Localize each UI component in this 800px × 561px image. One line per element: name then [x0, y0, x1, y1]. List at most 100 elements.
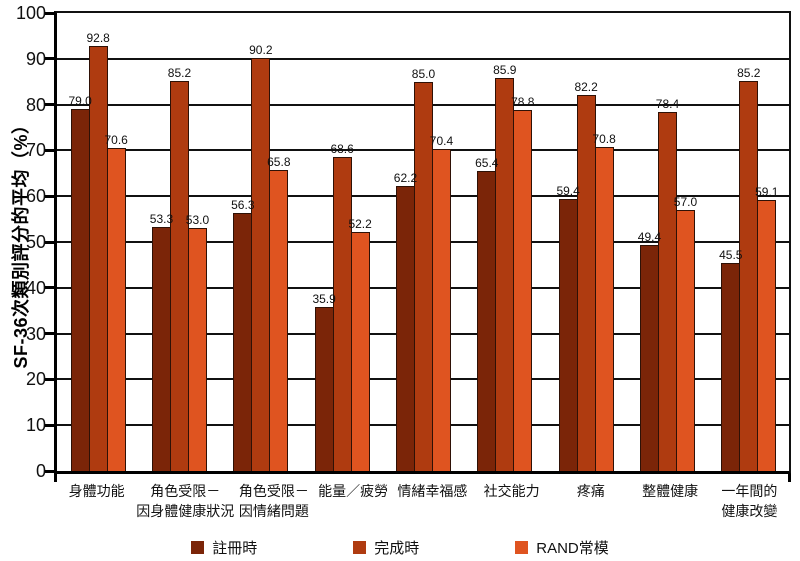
x-category-label: 整體健康 [642, 483, 699, 499]
bar-value-label: 70.8 [592, 131, 616, 146]
bar: 65.8 [267, 156, 290, 471]
bar-value-label: 65.8 [267, 154, 291, 169]
plot-area: 79.0 92.8 70.6 53.3 85.2 53.0 56.3 90.2 65.8 35.9… [54, 11, 791, 474]
bar-value-label: 65.4 [475, 156, 499, 171]
y-tick-mark [45, 423, 57, 427]
bar-value-label: 85.2 [737, 65, 761, 80]
y-tick-mark [45, 103, 57, 107]
bar: 49.4 [638, 231, 661, 471]
bar-value-label: 85.2 [167, 65, 192, 80]
bar-value-label: 90.2 [249, 42, 273, 57]
bar-value-label: 53.0 [185, 213, 210, 228]
x-category-label: 社交能力 [483, 483, 540, 499]
bar-group: 79.0 92.8 70.6 [57, 13, 138, 471]
bar: 70.4 [430, 135, 453, 471]
bar-value-label: 70.4 [429, 133, 454, 148]
bar-group: 49.4 78.4 57.0 [626, 13, 707, 471]
bar-group: 53.3 85.2 53.0 [138, 13, 219, 471]
gridline [57, 57, 789, 60]
y-tick-label: 60 [25, 186, 46, 207]
y-tick-label: 20 [25, 369, 46, 390]
bar-value-label: 57.0 [673, 194, 698, 209]
y-tick-label: 40 [25, 277, 46, 298]
bar: 78.4 [656, 98, 679, 471]
bar-value-label: 70.6 [104, 132, 128, 147]
bar-value-label: 78.8 [511, 95, 535, 110]
bar: 52.2 [348, 218, 372, 471]
x-tick-mark [788, 474, 791, 482]
bar: 35.9 [312, 293, 336, 471]
bar-group: 56.3 90.2 65.8 [220, 13, 301, 471]
y-tick-label: 90 [25, 48, 46, 69]
legend: 註冊時 完成時 RAND常模 [0, 537, 800, 558]
bar: 62.2 [394, 172, 417, 471]
bar-value-label: 82.2 [574, 79, 598, 94]
x-category-label: 一年間的 健康改變 [721, 483, 778, 520]
bar: 45.5 [719, 249, 742, 471]
bar-value-label: 85.0 [411, 66, 436, 81]
bar: 90.2 [249, 44, 272, 471]
bar: 59.1 [755, 186, 778, 471]
bar-group: 35.9 68.6 52.2 [301, 13, 382, 471]
x-tick-mark [54, 474, 57, 482]
legend-label: RAND常模 [536, 540, 609, 557]
bar-group: 59.4 82.2 70.8 [545, 13, 626, 471]
bar: 85.2 [737, 67, 760, 471]
bar-value-label: 68.6 [330, 141, 354, 156]
bar-value-label: 79.0 [68, 94, 92, 109]
bar-value-label: 59.4 [556, 183, 580, 198]
bar-group: 62.2 85.0 70.4 [382, 13, 463, 471]
bar: 59.4 [556, 185, 580, 471]
legend-swatch [515, 541, 529, 554]
bar: 53.3 [150, 213, 173, 471]
bar-value-label: 52.2 [348, 216, 372, 231]
y-tick-label: 50 [25, 232, 46, 252]
x-category-label: 疼痛 [576, 483, 605, 499]
legend-label: 完成時 [374, 540, 420, 557]
bar: 68.6 [330, 143, 354, 471]
bar: 92.8 [86, 32, 110, 471]
legend-label: 註冊時 [212, 540, 258, 557]
legend-item: 註冊時 [191, 537, 257, 558]
bar: 57.0 [674, 196, 697, 471]
bar-value-label: 92.8 [86, 30, 110, 45]
bar-value-label: 35.9 [312, 291, 336, 306]
legend-item: 完成時 [353, 537, 419, 558]
x-category-label: 身體功能 [68, 483, 125, 499]
bar: 70.8 [592, 133, 616, 471]
bar: 70.6 [104, 134, 128, 471]
y-tick-label: 10 [25, 415, 46, 436]
bar-value-label: 85.9 [493, 62, 517, 77]
x-category-label: 能量／疲勞 [318, 483, 389, 499]
bar: 65.4 [475, 157, 498, 471]
x-category-label: 情緒幸福感 [397, 483, 468, 499]
bar: 56.3 [231, 199, 254, 471]
bar-value-label: 78.4 [655, 96, 680, 111]
bar-value-label: 49.4 [637, 229, 662, 244]
y-tick-mark [45, 148, 57, 152]
x-category-label: 角色受限－ 因情緒問題 [238, 483, 309, 520]
y-tick-mark [45, 332, 57, 336]
bar-value-label: 62.2 [393, 171, 418, 186]
bar: 79.0 [68, 95, 92, 471]
y-tick-label: 80 [25, 94, 46, 115]
y-tick-label: 100 [15, 3, 46, 23]
legend-swatch [353, 541, 367, 554]
bar: 85.2 [168, 67, 191, 471]
x-axis-labels: 身體功能 角色受限－ 因身體健康狀況 角色受限－ 因情緒問題 能量／疲勞 情緒幸福感 社交… [57, 481, 789, 522]
y-tick-mark [45, 11, 57, 15]
bar-groups: 79.0 92.8 70.6 53.3 85.2 53.0 56.3 90.2 65.8 35.9… [57, 13, 789, 471]
legend-swatch [191, 541, 205, 554]
bar-value-label: 56.3 [231, 198, 255, 213]
bar: 78.8 [511, 96, 534, 471]
bar: 82.2 [574, 81, 598, 471]
bar: 53.0 [186, 214, 209, 471]
bar-group: 65.4 85.9 78.8 [464, 13, 545, 471]
bar-value-label: 59.1 [755, 185, 779, 200]
y-tick-label: 70 [25, 140, 46, 161]
x-category-label: 角色受限－ 因身體健康狀況 [136, 483, 235, 520]
y-tick-mark [45, 377, 57, 381]
y-tick-mark [45, 194, 57, 198]
y-tick-mark [45, 240, 57, 244]
